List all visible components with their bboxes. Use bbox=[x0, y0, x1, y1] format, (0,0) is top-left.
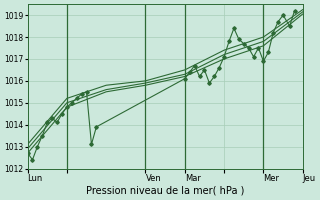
X-axis label: Pression niveau de la mer( hPa ): Pression niveau de la mer( hPa ) bbox=[86, 186, 244, 196]
